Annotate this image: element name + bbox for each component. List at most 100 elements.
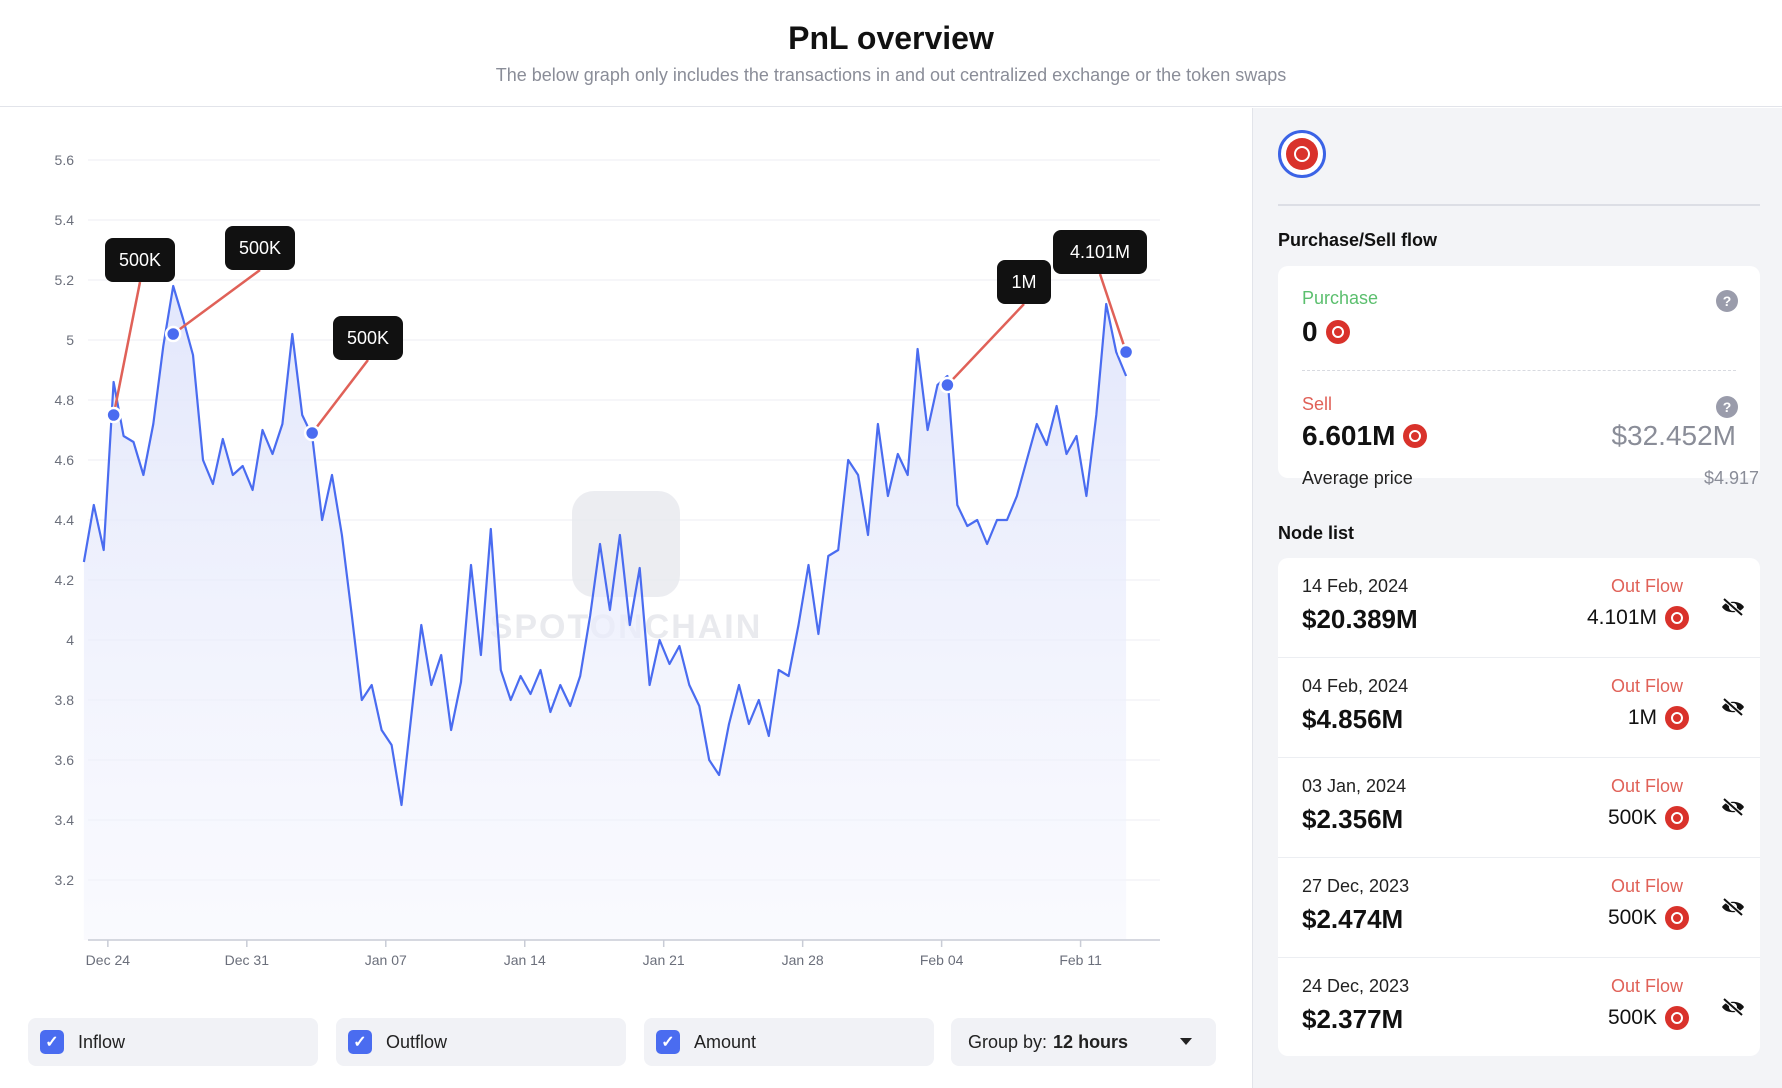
node-flow-type: Out Flow	[1610, 876, 1683, 896]
eye-off-icon[interactable]	[1720, 796, 1746, 818]
node-date: 04 Feb, 2024	[1302, 676, 1409, 696]
y-tick-label: 3.8	[55, 692, 75, 708]
node-flow-type: Out Flow	[1610, 576, 1683, 596]
series-line	[82, 284, 1128, 807]
outflow-label: Outflow	[386, 1031, 448, 1052]
pnl-chart: 5.65.45.254.84.64.44.243.83.63.43.2SPOTO…	[55, 152, 1160, 968]
sell-usd-value: $32.452M	[1611, 420, 1736, 451]
node-amount-value: 500K	[1607, 1006, 1657, 1029]
series-area	[83, 286, 1127, 940]
marker-callout	[333, 316, 403, 360]
node-amount-value: 500K	[1607, 906, 1657, 929]
node-value: $2.377M	[1302, 1004, 1404, 1034]
purchase-label: Purchase	[1302, 288, 1379, 308]
marker-label: 4.101M	[1070, 242, 1130, 262]
node-amount-value: 4.101M	[1586, 606, 1657, 629]
x-tick-label: Dec 31	[225, 952, 270, 968]
node-amount: 500K	[1608, 806, 1689, 830]
sell-label: Sell	[1302, 394, 1333, 414]
y-tick-label: 5.6	[55, 152, 75, 168]
inflow-toggle[interactable]: ✓ Inflow	[28, 1018, 318, 1066]
help-icon[interactable]: ?	[1716, 290, 1738, 312]
token-icon	[1665, 606, 1689, 630]
amount-toggle[interactable]: ✓ Amount	[644, 1018, 934, 1066]
marker-connector	[1098, 273, 1128, 353]
group-by-prefix: Group by:	[968, 1031, 1048, 1052]
node-value: $2.474M	[1302, 904, 1404, 934]
caret-down-icon	[1180, 1038, 1192, 1045]
x-tick-label: Feb 04	[920, 952, 964, 968]
node-amount: 1M	[1628, 706, 1689, 730]
token-icon	[1325, 320, 1350, 344]
marker-label: 500K	[119, 250, 161, 270]
node-value: $20.389M	[1302, 604, 1418, 634]
marker-connector	[112, 281, 142, 416]
y-tick-label: 4.8	[55, 392, 75, 408]
outflow-toggle[interactable]: ✓ Outflow	[336, 1018, 626, 1066]
page-header: PnL overview The below graph only includ…	[0, 0, 1782, 107]
checkbox-checked-icon[interactable]: ✓	[348, 1030, 372, 1054]
marker-point	[164, 325, 182, 343]
x-tick-label: Dec 24	[86, 952, 131, 968]
help-icon[interactable]: ?	[1716, 396, 1738, 418]
marker-callout	[1053, 230, 1147, 274]
group-by-select[interactable]: Group by: 12 hours	[951, 1018, 1216, 1066]
y-tick-label: 4	[66, 632, 74, 648]
sell-value: 6.601M	[1302, 420, 1396, 451]
marker-point	[105, 406, 122, 424]
marker-point	[939, 376, 956, 394]
marker-point	[1117, 343, 1135, 361]
eye-off-icon[interactable]	[1720, 696, 1746, 718]
node-date: 24 Dec, 2023	[1302, 976, 1410, 996]
node-list-item[interactable]: 27 Dec, 2023 $2.474M Out Flow 500K	[1278, 858, 1760, 958]
flow-card: Purchase ? 0 Sell ? 6.601M $32.452M	[1278, 266, 1760, 478]
token-icon	[1286, 138, 1318, 170]
marker-label: 500K	[239, 238, 281, 258]
token-logo	[1278, 130, 1326, 178]
node-list-item[interactable]: 14 Feb, 2024 $20.389M Out Flow 4.101M	[1278, 558, 1760, 658]
marker-callout	[105, 238, 175, 282]
node-list-title: Node list	[1278, 523, 1355, 543]
checkbox-checked-icon[interactable]: ✓	[40, 1030, 64, 1054]
eye-off-icon[interactable]	[1720, 896, 1746, 918]
average-price-value: $4.917	[1703, 468, 1759, 488]
chart-area: 5.65.45.254.84.64.44.243.83.63.43.2SPOTO…	[0, 108, 1252, 1088]
flow-section-title: Purchase/Sell flow	[1278, 230, 1438, 250]
eye-off-icon[interactable]	[1720, 996, 1746, 1018]
y-tick-label: 3.2	[55, 872, 75, 888]
marker-label: 1M	[1011, 272, 1036, 292]
page-subtitle: The below graph only includes the transa…	[495, 65, 1287, 85]
marker-connector	[172, 268, 261, 336]
eye-off-icon[interactable]	[1720, 596, 1746, 618]
checkbox-checked-icon[interactable]: ✓	[656, 1030, 680, 1054]
x-tick-label: Jan 21	[643, 952, 685, 968]
node-list-item[interactable]: 24 Dec, 2023 $2.377M Out Flow 500K	[1278, 958, 1760, 1056]
marker-connector	[311, 359, 369, 434]
node-flow-type: Out Flow	[1610, 976, 1683, 996]
marker-callout	[997, 260, 1051, 304]
dashed-divider	[1302, 370, 1736, 371]
node-date: 03 Jan, 2024	[1302, 776, 1407, 796]
inflow-label: Inflow	[78, 1031, 126, 1052]
y-tick-label: 3.4	[55, 812, 75, 828]
node-amount-value: 500K	[1607, 806, 1657, 829]
node-amount-value: 1M	[1627, 706, 1657, 729]
average-price-label: Average price	[1302, 468, 1413, 488]
token-icon	[1665, 906, 1689, 930]
node-date: 14 Feb, 2024	[1302, 576, 1409, 596]
amount-label: Amount	[694, 1031, 757, 1052]
chart-controls: ✓ Inflow ✓ Outflow ✓ Amount Group by: 12…	[28, 1018, 1228, 1066]
group-by-value: 12 hours	[1053, 1031, 1129, 1052]
y-tick-label: 3.6	[55, 752, 75, 768]
marker-label: 500K	[347, 328, 389, 348]
x-tick-label: Jan 07	[365, 952, 407, 968]
node-amount: 500K	[1608, 1006, 1689, 1030]
purchase-amount: 0	[1302, 316, 1350, 348]
y-tick-label: 4.2	[55, 572, 75, 588]
node-list-item[interactable]: 04 Feb, 2024 $4.856M Out Flow 1M	[1278, 658, 1760, 758]
node-amount: 4.101M	[1587, 606, 1689, 630]
node-value: $4.856M	[1302, 704, 1404, 734]
sell-amount: 6.601M	[1302, 420, 1428, 452]
node-list-item[interactable]: 03 Jan, 2024 $2.356M Out Flow 500K	[1278, 758, 1760, 858]
token-icon	[1665, 806, 1689, 830]
